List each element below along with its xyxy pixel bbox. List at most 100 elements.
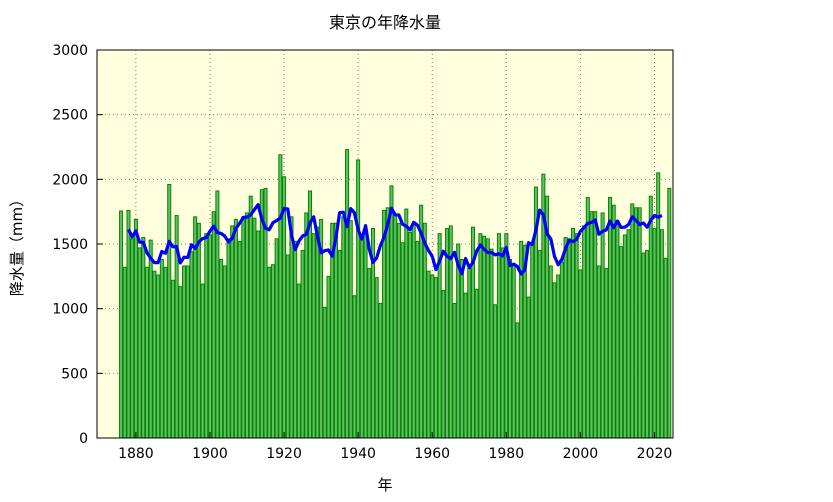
bar-1947 xyxy=(382,209,387,439)
bar-1953 xyxy=(404,208,409,439)
y-tick-label: 2500 xyxy=(52,108,88,124)
bar-1968 xyxy=(459,259,464,439)
bar-1987 xyxy=(530,242,535,439)
bar-1952 xyxy=(400,242,405,439)
y-tick-label: 2000 xyxy=(52,172,88,188)
bar-1901 xyxy=(211,211,216,439)
bar-1966 xyxy=(452,302,457,439)
bar-1905 xyxy=(226,238,231,439)
x-tick-label: 2000 xyxy=(563,446,599,462)
chart-title: 東京の年降水量 xyxy=(329,13,441,32)
bar-2017 xyxy=(641,252,646,439)
bar-2011 xyxy=(619,246,624,439)
bar-1894 xyxy=(185,265,190,439)
x-tick-label: 1940 xyxy=(340,446,376,462)
bar-2020 xyxy=(652,227,657,439)
bar-1954 xyxy=(407,231,413,439)
bar-1917 xyxy=(270,264,275,439)
bar-1963 xyxy=(441,290,446,439)
ticks: 1880 1900 1920 1940 1960 1980 2000 2020 0 500 1000… xyxy=(52,43,672,462)
bar-1961 xyxy=(433,277,438,439)
bar-2013 xyxy=(626,229,631,439)
bar-2005 xyxy=(596,265,601,439)
bar-1898 xyxy=(200,283,205,439)
bar-1929 xyxy=(315,226,320,439)
bar-1989 xyxy=(537,249,542,439)
bar-1995 xyxy=(559,261,564,439)
y-tick-label: 1000 xyxy=(52,302,88,318)
bar-1907 xyxy=(233,218,238,439)
bar-2022 xyxy=(659,229,664,439)
bar-2012 xyxy=(622,234,627,439)
bar-1980 xyxy=(504,233,509,439)
bar-1921 xyxy=(285,254,290,439)
bar-1924 xyxy=(296,283,301,439)
bar-1890 xyxy=(170,279,175,439)
bar-1945 xyxy=(374,277,379,439)
bar-1877 xyxy=(122,266,127,439)
bar-2008 xyxy=(608,196,613,439)
bar-1986 xyxy=(526,296,531,439)
x-tick-label: 1960 xyxy=(414,446,450,462)
bar-1916 xyxy=(267,266,272,439)
bar-1899 xyxy=(204,233,209,439)
bar-1940 xyxy=(356,159,361,439)
bar-1893 xyxy=(182,265,187,439)
bar-1931 xyxy=(322,306,327,439)
bar-1925 xyxy=(300,249,305,439)
bar-1897 xyxy=(196,222,201,439)
bar-2023 xyxy=(663,257,668,439)
bar-1960 xyxy=(430,274,435,439)
bar-1976 xyxy=(489,248,494,439)
bar-1982 xyxy=(511,262,516,439)
bar-1908 xyxy=(237,240,242,439)
bar-2007 xyxy=(604,268,609,439)
bar-1999 xyxy=(574,233,579,439)
bar-1974 xyxy=(482,235,487,439)
x-tick-label: 1980 xyxy=(488,446,524,462)
bar-2016 xyxy=(637,207,642,439)
bar-1951 xyxy=(396,222,401,439)
bar-1881 xyxy=(137,247,142,439)
bar-1998 xyxy=(570,227,576,439)
bar-1885 xyxy=(152,270,157,439)
x-tick-label: 2020 xyxy=(637,446,673,462)
bar-1922 xyxy=(289,216,294,439)
bar-1936 xyxy=(341,216,346,439)
bar-1935 xyxy=(337,249,342,439)
bar-1914 xyxy=(259,189,264,439)
bar-1887 xyxy=(159,259,164,439)
bar-2024 xyxy=(667,187,672,439)
bar-1938 xyxy=(348,220,353,439)
bar-1977 xyxy=(493,304,498,439)
bar-1918 xyxy=(274,238,279,439)
bar-1903 xyxy=(219,259,224,439)
bar-1900 xyxy=(207,234,212,439)
bar-2006 xyxy=(600,212,605,439)
bar-2002 xyxy=(585,196,590,439)
x-tick-label: 1920 xyxy=(266,446,302,462)
bar-1888 xyxy=(163,266,168,439)
bar-1949 xyxy=(389,185,394,439)
bar-1958 xyxy=(422,222,427,439)
bar-2001 xyxy=(582,225,587,439)
bar-1884 xyxy=(148,239,153,439)
bar-1912 xyxy=(252,217,257,439)
bar-2019 xyxy=(648,195,653,439)
x-axis-label: 年 xyxy=(377,476,392,494)
bar-1913 xyxy=(256,230,261,439)
bar-1923 xyxy=(293,240,298,439)
bar-1892 xyxy=(178,286,183,439)
bar-1879 xyxy=(130,238,135,439)
bar-1964 xyxy=(445,227,450,439)
bar-1904 xyxy=(222,265,227,439)
bar-2000 xyxy=(578,269,583,439)
bar-1972 xyxy=(474,288,479,439)
bar-1882 xyxy=(141,237,146,439)
bar-2010 xyxy=(615,220,620,439)
bar-1896 xyxy=(193,216,198,439)
bar-1876 xyxy=(119,210,124,439)
bar-1878 xyxy=(126,209,131,439)
bar-2003 xyxy=(589,211,594,439)
